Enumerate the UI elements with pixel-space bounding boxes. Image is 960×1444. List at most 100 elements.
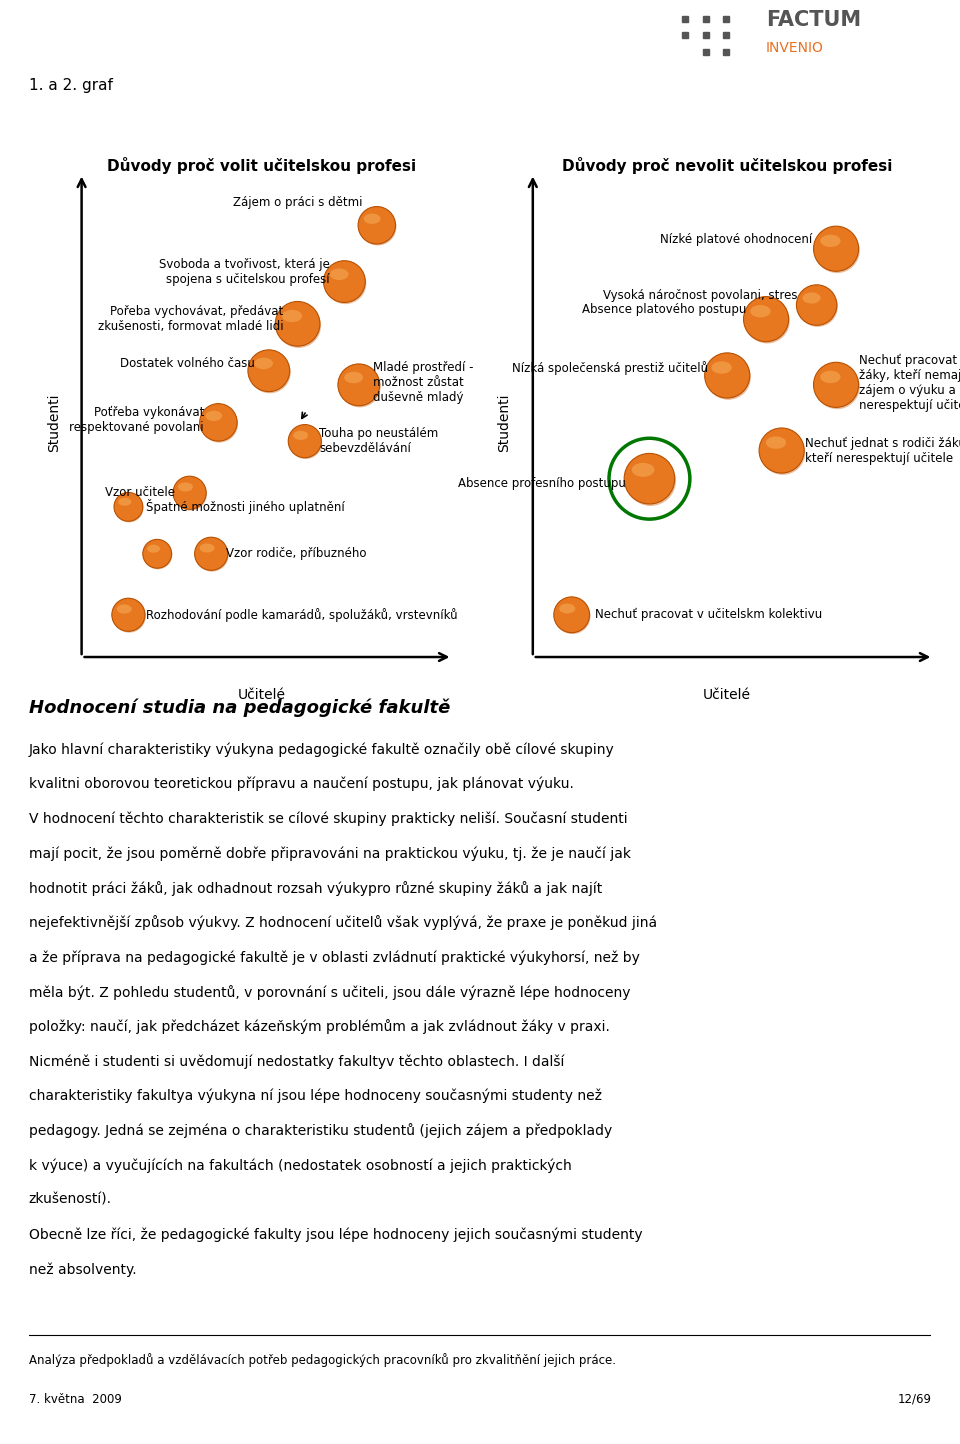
Ellipse shape xyxy=(766,436,786,449)
Text: Zájem o práci s dětmi: Zájem o práci s dětmi xyxy=(233,196,363,209)
Text: nejefektivnější způsob výukvy. Z hodnocení učitelů však vyplývá, že praxe je pon: nejefektivnější způsob výukvy. Z hodnoce… xyxy=(29,915,657,930)
Ellipse shape xyxy=(711,361,732,374)
Ellipse shape xyxy=(248,349,290,391)
Ellipse shape xyxy=(178,482,193,491)
Text: Nízké platové ohodnocení: Nízké platové ohodnocení xyxy=(660,232,813,245)
Ellipse shape xyxy=(254,358,273,370)
Text: Nechuť jednat s rodiči žáků,
kteří nerespektují učitele: Nechuť jednat s rodiči žáků, kteří neres… xyxy=(804,436,960,465)
Ellipse shape xyxy=(144,540,173,569)
Ellipse shape xyxy=(705,352,750,399)
Text: 12/69: 12/69 xyxy=(898,1392,931,1405)
Ellipse shape xyxy=(345,371,363,383)
Text: Obecně lze říci, že pedagogické fakulty jsou lépe hodnoceny jejich současnými st: Obecně lze říci, že pedagogické fakulty … xyxy=(29,1227,642,1242)
Ellipse shape xyxy=(196,539,228,572)
Text: INVENIO: INVENIO xyxy=(766,42,824,55)
Ellipse shape xyxy=(117,605,132,614)
Text: Svoboda a tvořivost, která je
spojena s učitelskou profesí: Svoboda a tvořivost, která je spojena s … xyxy=(159,258,330,286)
Ellipse shape xyxy=(174,478,207,511)
Ellipse shape xyxy=(554,596,589,632)
Text: kvalitni oborovou teoretickou přípravu a naučení postupu, jak plánovat výuku.: kvalitni oborovou teoretickou přípravu a… xyxy=(29,777,574,791)
Ellipse shape xyxy=(200,404,237,440)
Text: Rozhodování podle kamarádů, spolužáků, vrstevníků: Rozhodování podle kamarádů, spolužáků, v… xyxy=(146,608,458,622)
Ellipse shape xyxy=(200,543,214,553)
Ellipse shape xyxy=(759,427,804,474)
Ellipse shape xyxy=(624,453,675,504)
Text: charakteristiky fakultya výukyna ní jsou lépe hodnoceny současnými studenty než: charakteristiky fakultya výukyna ní jsou… xyxy=(29,1089,602,1103)
Text: Nicméně i studenti si uvědomují nedostatky fakultyv těchto oblastech. I další: Nicméně i studenti si uvědomují nedostat… xyxy=(29,1054,564,1069)
Text: Vzor rodiče, příbuzného: Vzor rodiče, příbuzného xyxy=(226,547,366,560)
Text: měla být. Z pohledu studentů, v porovnání s učiteli, jsou dále výrazně lépe hodn: měla být. Z pohledu studentů, v porovnán… xyxy=(29,985,631,999)
Text: Studenti: Studenti xyxy=(48,393,61,452)
Ellipse shape xyxy=(143,540,172,567)
Ellipse shape xyxy=(324,261,365,302)
Text: Učitelé: Učitelé xyxy=(238,687,286,702)
Text: Absence platového postupu: Absence platového postupu xyxy=(583,303,747,316)
Ellipse shape xyxy=(330,269,348,280)
Ellipse shape xyxy=(803,292,821,303)
Text: a že příprava na pedagogické fakultě je v oblasti zvládnutí praktické výukyhorsí: a že příprava na pedagogické fakultě je … xyxy=(29,950,639,965)
Ellipse shape xyxy=(820,234,841,247)
Ellipse shape xyxy=(559,604,575,614)
Text: zkušeností).: zkušeností). xyxy=(29,1193,111,1207)
Text: Pořeba vychovávat, předávat
zkušenosti, formovat mladé lidi: Pořeba vychovávat, předávat zkušenosti, … xyxy=(98,305,283,334)
Title: Důvody proč nevolit učitelskou profesi: Důvody proč nevolit učitelskou profesi xyxy=(562,157,893,175)
Title: Důvody proč volit učitelskou profesi: Důvody proč volit učitelskou profesi xyxy=(107,157,417,175)
Ellipse shape xyxy=(339,365,381,407)
Text: Vysoká náročnost povolani, stres: Vysoká náročnost povolani, stres xyxy=(603,289,797,302)
Text: Hodnocení studia na pedagogické fakultě: Hodnocení studia na pedagogické fakultě xyxy=(29,697,450,716)
Text: FACTUM: FACTUM xyxy=(766,10,861,30)
Text: Mladé prostředí -
možnost zůstat
duševně mladý: Mladé prostředí - možnost zůstat duševně… xyxy=(373,361,473,404)
Text: Analýza předpokladů a vzdělávacích potřeb pedagogických pracovníků pro zkvalitňě: Analýza předpokladů a vzdělávacích potře… xyxy=(29,1353,615,1366)
Text: hodnotit práci žáků, jak odhadnout rozsah výukypro různé skupiny žáků a jak nají: hodnotit práci žáků, jak odhadnout rozsa… xyxy=(29,881,602,895)
Ellipse shape xyxy=(797,284,837,325)
Ellipse shape xyxy=(114,492,143,521)
Ellipse shape xyxy=(118,498,132,505)
Ellipse shape xyxy=(751,305,771,318)
Ellipse shape xyxy=(147,544,160,553)
Ellipse shape xyxy=(815,228,860,273)
Ellipse shape xyxy=(820,371,841,383)
Text: Nechuť pracovat v učitelskm kolektivu: Nechuť pracovat v učitelskm kolektivu xyxy=(595,608,823,621)
Ellipse shape xyxy=(115,494,144,523)
Text: Špatné možnosti jiného uplatnění: Špatné možnosti jiného uplatnění xyxy=(146,500,346,514)
Ellipse shape xyxy=(293,430,308,440)
Ellipse shape xyxy=(358,206,396,244)
Ellipse shape xyxy=(201,406,238,443)
Ellipse shape xyxy=(288,425,322,458)
Text: V hodnocení těchto charakteristik se cílové skupiny prakticky neliší. Současní s: V hodnocení těchto charakteristik se cíl… xyxy=(29,812,628,826)
Text: Vzor učitele: Vzor učitele xyxy=(106,487,176,500)
Ellipse shape xyxy=(338,364,380,406)
Ellipse shape xyxy=(364,214,380,224)
Text: mají pocit, že jsou poměrně dobře připravováni na praktickou výuku, tj. že je na: mají pocit, že jsou poměrně dobře připra… xyxy=(29,846,631,861)
Text: Poťřeba vykonávat
respektované povolani: Poťřeba vykonávat respektované povolani xyxy=(69,406,204,435)
Text: 7. května  2009: 7. května 2009 xyxy=(29,1392,122,1405)
Text: než absolventy.: než absolventy. xyxy=(29,1262,136,1276)
Ellipse shape xyxy=(249,351,291,393)
Text: Nechuť pracovat s
žáky, kteří nemají
zájem o výuku a
nerespektují učitele: Nechuť pracovat s žáky, kteří nemají záj… xyxy=(859,354,960,412)
Text: položky: naučí, jak předcházet kázeňským problémům a jak zvládnout žáky v praxi.: položky: naučí, jak předcházet kázeňským… xyxy=(29,1019,610,1034)
Ellipse shape xyxy=(744,296,788,342)
Ellipse shape xyxy=(798,286,838,326)
Ellipse shape xyxy=(813,362,858,407)
Ellipse shape xyxy=(555,598,590,634)
Ellipse shape xyxy=(195,537,228,570)
Text: Absence profesního postupu: Absence profesního postupu xyxy=(458,477,626,490)
Ellipse shape xyxy=(112,599,146,632)
Ellipse shape xyxy=(632,464,655,477)
Ellipse shape xyxy=(359,208,396,245)
Ellipse shape xyxy=(111,598,145,631)
Ellipse shape xyxy=(813,227,858,271)
Text: k výuce) a vyučujících na fakultách (nedostatek osobností a jejich praktických: k výuce) a vyučujících na fakultách (ned… xyxy=(29,1158,571,1173)
Text: pedagogy. Jedná se zejména o charakteristiku studentů (jejich zájem a předpoklad: pedagogy. Jedná se zejména o charakteris… xyxy=(29,1123,612,1138)
Ellipse shape xyxy=(282,310,302,322)
Ellipse shape xyxy=(276,302,320,347)
Ellipse shape xyxy=(205,410,222,422)
Ellipse shape xyxy=(815,364,860,409)
Ellipse shape xyxy=(625,455,676,505)
Ellipse shape xyxy=(760,430,805,475)
Text: Jako hlavní charakteristiky výukyna pedagogické fakultě označily obě cílové skup: Jako hlavní charakteristiky výukyna peda… xyxy=(29,742,614,757)
Text: 1. a 2. graf: 1. a 2. graf xyxy=(29,78,112,92)
Text: Dostatek volného času: Dostatek volného času xyxy=(120,357,254,370)
Text: Učitelé: Učitelé xyxy=(703,687,752,702)
Ellipse shape xyxy=(173,477,206,510)
